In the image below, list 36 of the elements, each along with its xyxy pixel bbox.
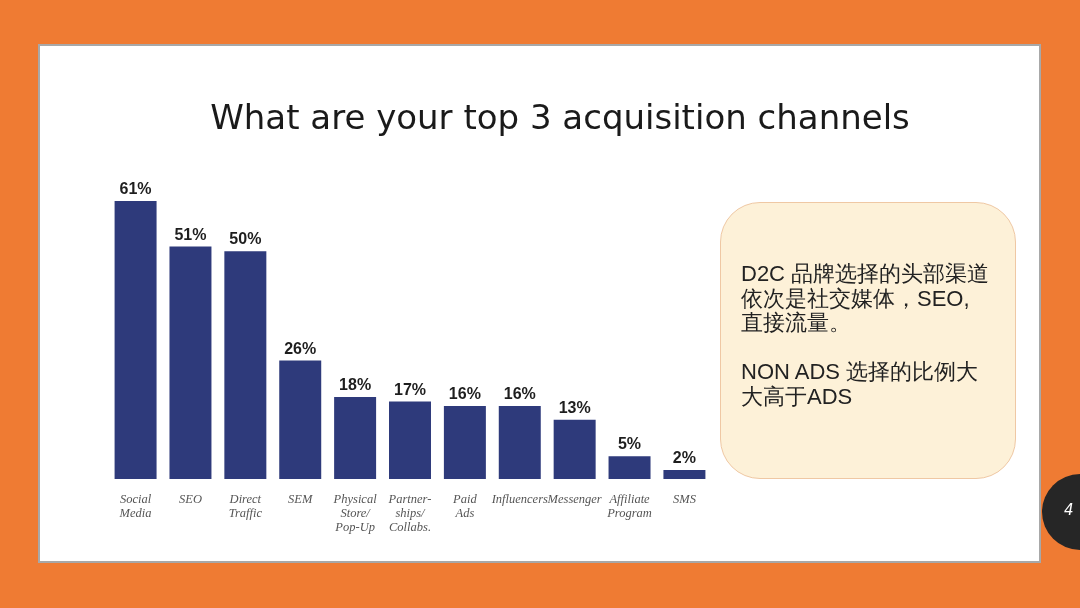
x-tick-label: SEM — [288, 491, 313, 506]
data-label: 17% — [393, 380, 427, 398]
text: 4 — [1064, 501, 1074, 519]
data-label: 13% — [558, 398, 591, 416]
x-tick-label: Affiliate Program — [606, 491, 652, 520]
data-label: 16% — [503, 385, 536, 403]
bar — [114, 201, 157, 479]
bar — [498, 406, 541, 479]
bar — [553, 419, 596, 479]
text: D2C 品牌选择的头部渠道依次是社交媒体，SEO,直接流量。 NON ADS 选择的比例大大高于ADS — [741, 261, 991, 409]
data-label: 2% — [672, 448, 696, 466]
x-tick-label: SMS — [672, 491, 697, 506]
bar — [224, 251, 267, 479]
bar — [169, 246, 212, 479]
data-label: 51% — [174, 225, 207, 243]
x-tick-label: Paid Ads — [452, 491, 478, 520]
bar — [663, 469, 706, 479]
data-label: 50% — [229, 230, 262, 248]
bar — [389, 401, 431, 479]
bar — [279, 360, 322, 479]
data-label: 26% — [284, 339, 317, 357]
chart-title: What are your top 3 acquisition channels — [210, 97, 910, 137]
x-tick-label: Direct Traffic — [228, 491, 263, 520]
x-tick-label: Physical Store/ Pop-Up — [332, 491, 378, 534]
data-label: 16% — [448, 385, 481, 403]
x-tick-label: Social Media — [118, 491, 152, 520]
data-label: 5% — [617, 435, 642, 453]
x-tick-label: SEO — [179, 491, 202, 506]
bar — [608, 456, 651, 479]
x-tick-label: Partner- ships/ Collabs. — [387, 491, 432, 534]
bar — [334, 396, 377, 479]
data-label: 18% — [339, 375, 372, 393]
bar — [443, 406, 486, 479]
data-label: 61% — [119, 180, 152, 197]
x-tick-label: Messenger — [546, 491, 602, 506]
x-tick-label: Influencers — [490, 491, 549, 506]
